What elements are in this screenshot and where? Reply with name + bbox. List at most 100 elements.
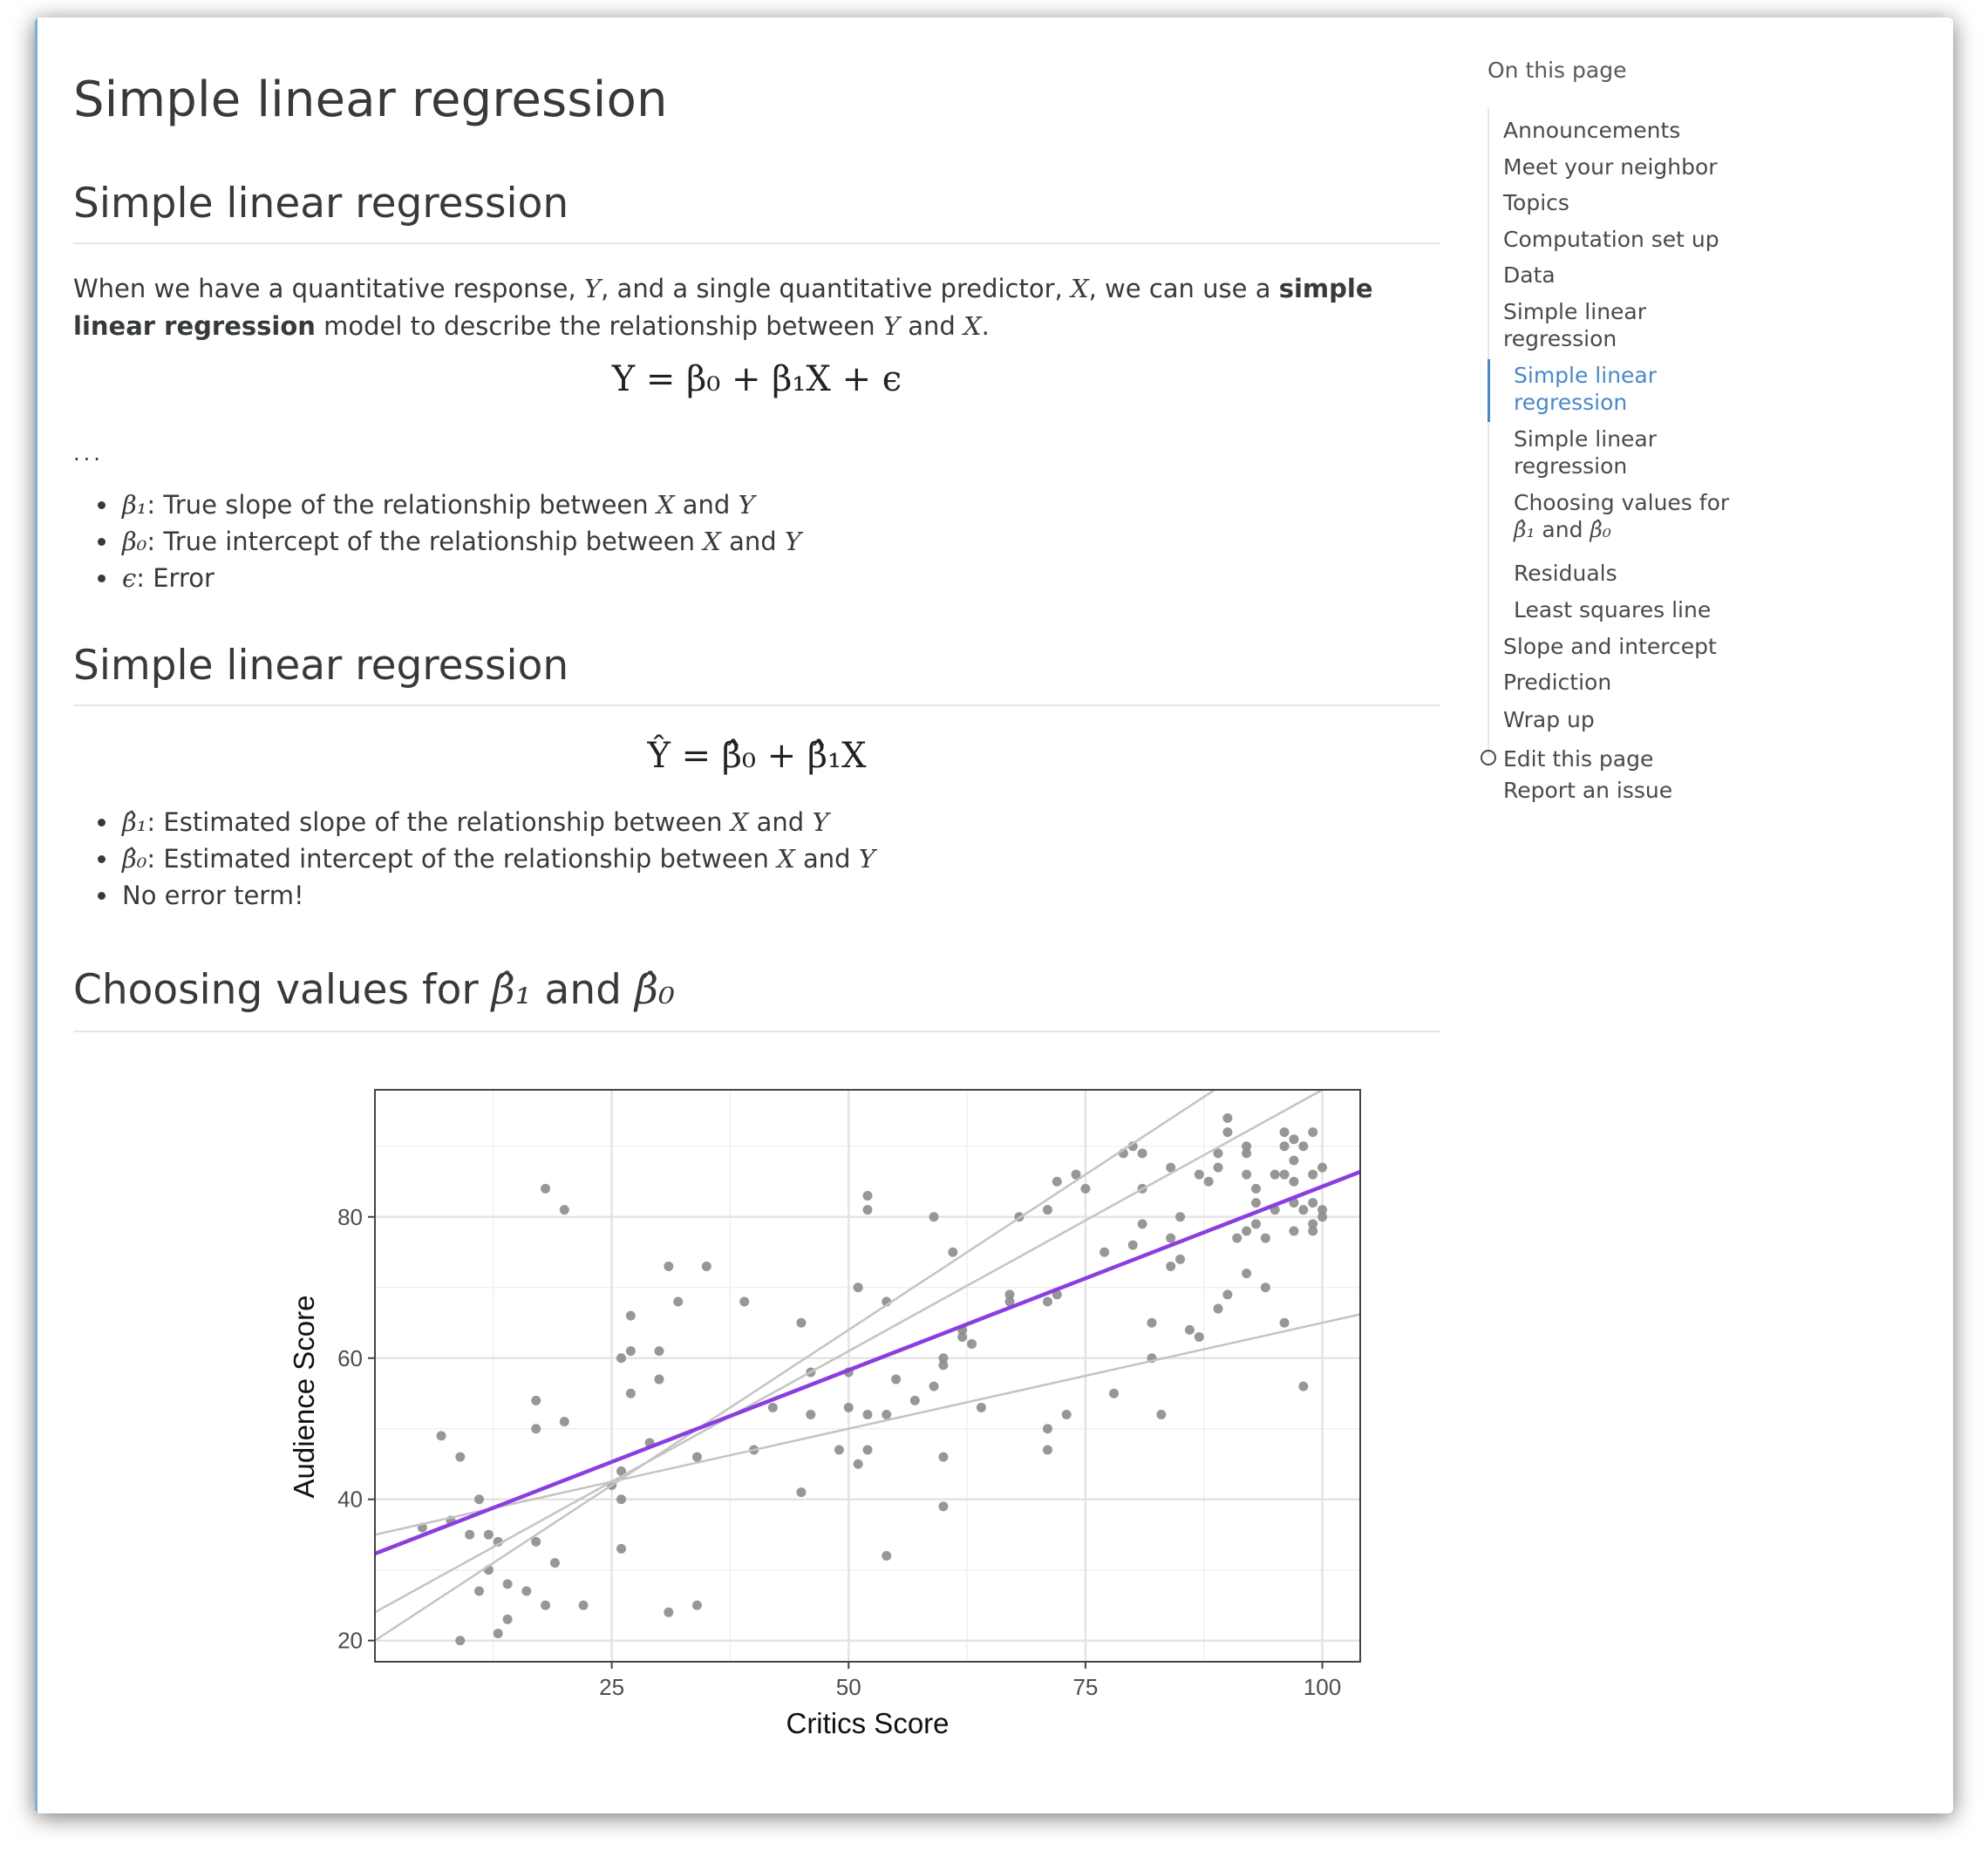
report-issue-link[interactable]: Report an issue bbox=[1503, 778, 1673, 803]
candidate-line bbox=[375, 1090, 1325, 1614]
math-y: Y bbox=[583, 274, 602, 303]
list-item-text: : True slope of the relationship between bbox=[146, 490, 657, 520]
bold-term: simple linear regression bbox=[73, 274, 1373, 341]
toc-item-computation-set-up[interactable]: Computation set up bbox=[1503, 227, 1719, 252]
math-x: X bbox=[730, 807, 749, 837]
toc-item-simple-linear-regression[interactable]: Simple linear regression bbox=[1503, 299, 1647, 351]
data-point bbox=[654, 1346, 664, 1357]
data-point bbox=[436, 1431, 446, 1441]
data-point bbox=[909, 1395, 920, 1405]
toc-item-label: Choosing values for bbox=[1514, 490, 1730, 515]
data-point bbox=[1308, 1198, 1318, 1208]
toc-item-choosing-values[interactable]: Choosing values for β̂₁ and β̂₀ bbox=[1514, 489, 1729, 543]
data-point bbox=[938, 1452, 949, 1462]
data-point bbox=[502, 1614, 513, 1624]
math-y: Y bbox=[858, 844, 875, 874]
toc-title: On this page bbox=[1488, 58, 1627, 83]
math-x: X bbox=[963, 311, 982, 341]
data-point bbox=[1175, 1212, 1186, 1222]
y-axis-title: Audience Score bbox=[288, 1296, 320, 1499]
math-x: X bbox=[703, 527, 721, 556]
toc-item-least-squares-line[interactable]: Least squares line bbox=[1514, 597, 1712, 622]
data-point bbox=[739, 1296, 750, 1307]
data-point bbox=[834, 1445, 844, 1455]
data-point bbox=[957, 1331, 968, 1342]
data-point bbox=[616, 1353, 626, 1364]
data-point bbox=[531, 1395, 541, 1405]
data-point bbox=[862, 1445, 873, 1455]
data-point bbox=[455, 1636, 466, 1646]
math-symbol: β̂₀ bbox=[122, 844, 147, 874]
data-point bbox=[521, 1586, 532, 1596]
data-point bbox=[1242, 1148, 1252, 1159]
math-x: X bbox=[1070, 274, 1089, 303]
data-point bbox=[559, 1205, 569, 1215]
math-symbol: β₁ bbox=[122, 490, 147, 520]
data-point bbox=[1147, 1317, 1157, 1328]
toc-item-slope-and-intercept[interactable]: Slope and intercept bbox=[1503, 634, 1717, 659]
data-point bbox=[1004, 1289, 1015, 1300]
data-point bbox=[1071, 1169, 1081, 1180]
heading-text: and bbox=[531, 966, 635, 1014]
heading-divider bbox=[73, 1031, 1440, 1032]
heading-text: Choosing values for bbox=[73, 966, 492, 1014]
data-point bbox=[1042, 1445, 1052, 1455]
data-point bbox=[1308, 1226, 1318, 1236]
data-point bbox=[1298, 1205, 1309, 1215]
toc-item-meet-your-neighbor[interactable]: Meet your neighbor bbox=[1503, 154, 1718, 180]
window-left-border bbox=[35, 17, 37, 1813]
math-y: Y bbox=[882, 311, 900, 341]
data-point bbox=[853, 1459, 863, 1469]
data-point bbox=[701, 1261, 711, 1271]
intro-text: . bbox=[981, 311, 990, 341]
data-point bbox=[1061, 1410, 1072, 1420]
bullet-list-1: β₁: True slope of the relationship betwe… bbox=[73, 486, 801, 596]
github-icon bbox=[1481, 750, 1496, 765]
data-point bbox=[796, 1317, 807, 1328]
data-point bbox=[1127, 1240, 1138, 1250]
toc-item-data[interactable]: Data bbox=[1503, 262, 1556, 288]
toc-item-prediction[interactable]: Prediction bbox=[1503, 670, 1612, 695]
data-point bbox=[1279, 1169, 1290, 1180]
toc-item-announcements[interactable]: Announcements bbox=[1503, 118, 1681, 143]
data-point bbox=[948, 1247, 958, 1257]
data-point bbox=[1317, 1205, 1328, 1215]
data-point bbox=[625, 1388, 636, 1398]
intro-paragraph: When we have a quantitative response, Y,… bbox=[73, 270, 1440, 345]
intro-text: When we have a quantitative response, bbox=[73, 274, 584, 303]
data-point bbox=[502, 1579, 513, 1589]
toc-item-simple-linear-regression-2[interactable]: Simple linear regression bbox=[1514, 426, 1658, 479]
data-point bbox=[862, 1410, 873, 1420]
data-point bbox=[691, 1600, 702, 1610]
y-tick-label: 60 bbox=[337, 1345, 363, 1371]
data-point bbox=[1213, 1148, 1223, 1159]
edit-page-label: Edit this page bbox=[1503, 746, 1654, 772]
data-point bbox=[616, 1494, 626, 1505]
math-symbol: β̂₀ bbox=[634, 966, 675, 1014]
toc-item-simple-linear-regression-active[interactable]: Simple linear regression bbox=[1514, 363, 1658, 415]
data-point bbox=[1222, 1127, 1233, 1138]
toc-item-residuals[interactable]: Residuals bbox=[1514, 561, 1617, 586]
data-point bbox=[549, 1558, 560, 1568]
edit-page-link[interactable]: Edit this page bbox=[1481, 746, 1653, 772]
math-symbol: β₀ bbox=[122, 527, 147, 556]
browser-window: Simple linear regression Simple linear r… bbox=[35, 17, 1953, 1813]
list-item: β̂₀: Estimated intercept of the relation… bbox=[98, 840, 875, 877]
data-point bbox=[1250, 1198, 1261, 1208]
data-point bbox=[929, 1381, 939, 1391]
data-point bbox=[1279, 1127, 1290, 1138]
data-point bbox=[1222, 1289, 1233, 1300]
list-item-text: No error term! bbox=[122, 881, 304, 910]
list-item: β₁: True slope of the relationship betwe… bbox=[97, 486, 801, 523]
toc-item-wrap-up[interactable]: Wrap up bbox=[1503, 707, 1595, 732]
data-point bbox=[938, 1501, 949, 1512]
toc-item-topics[interactable]: Topics bbox=[1503, 190, 1569, 215]
list-item: β₀: True intercept of the relationship b… bbox=[97, 523, 801, 560]
data-point bbox=[1279, 1317, 1290, 1328]
data-point bbox=[654, 1374, 664, 1384]
data-point bbox=[796, 1487, 807, 1498]
data-point bbox=[938, 1360, 949, 1371]
data-point bbox=[673, 1296, 684, 1307]
list-item: ϵ: Error bbox=[97, 560, 801, 596]
data-point bbox=[1166, 1162, 1176, 1173]
